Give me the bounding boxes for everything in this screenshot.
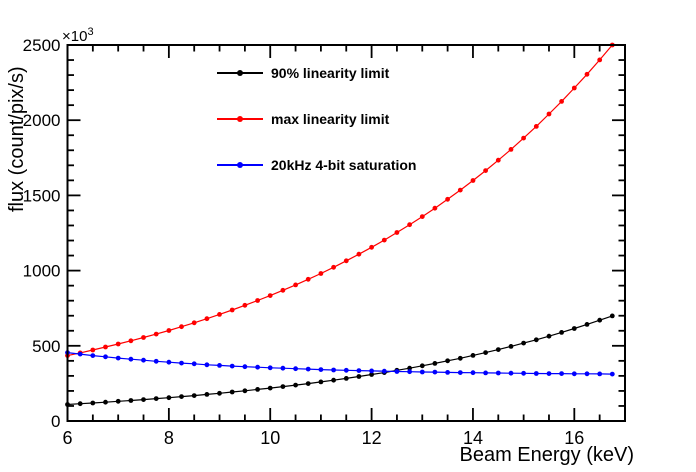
y-axis-title: flux (count/pix/s)	[6, 66, 28, 212]
legend-marker-black-line-dot-icon	[217, 68, 263, 78]
x-axis-title: Beam Energy (keV)	[459, 444, 634, 466]
svg-text:12: 12	[362, 428, 382, 448]
legend: 90% linearity limit max linearity limit …	[217, 50, 416, 188]
svg-text:8: 8	[164, 428, 174, 448]
svg-text:1500: 1500	[23, 186, 61, 205]
legend-item-90-linearity: 90% linearity limit	[217, 50, 416, 96]
legend-label-90-linearity: 90% linearity limit	[271, 65, 390, 81]
y-exponent-power: 3	[87, 26, 94, 38]
svg-text:1000: 1000	[23, 262, 61, 281]
y-axis-exponent: ×103	[62, 26, 94, 45]
svg-text:0: 0	[51, 412, 60, 431]
svg-text:2500: 2500	[23, 36, 61, 55]
svg-text:2000: 2000	[23, 111, 61, 130]
legend-marker-red-line-dot-icon	[217, 114, 263, 124]
svg-text:10: 10	[260, 428, 280, 448]
svg-text:14: 14	[463, 428, 483, 448]
legend-label-max-linearity: max linearity limit	[271, 111, 390, 127]
svg-text:16: 16	[564, 428, 584, 448]
svg-text:6: 6	[62, 428, 72, 448]
legend-item-saturation: 20kHz 4-bit saturation	[217, 142, 416, 188]
legend-marker-blue-line-dot-icon	[217, 160, 263, 170]
legend-label-saturation: 20kHz 4-bit saturation	[271, 157, 417, 173]
y-exponent-base: ×10	[62, 28, 88, 45]
legend-item-max-linearity: max linearity limit	[217, 96, 416, 142]
svg-text:500: 500	[32, 337, 60, 356]
